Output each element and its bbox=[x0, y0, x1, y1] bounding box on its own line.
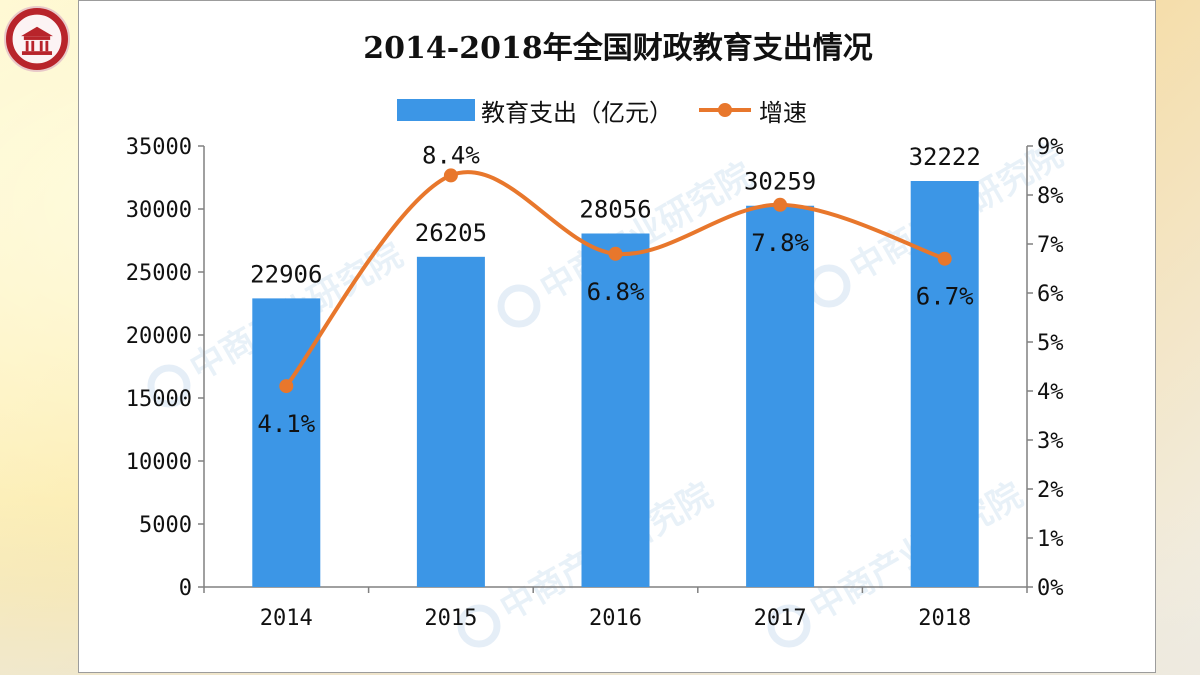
left-tick-label: 10000 bbox=[126, 450, 192, 475]
bar bbox=[746, 205, 815, 587]
growth-value-label: 4.1% bbox=[257, 410, 315, 438]
x-tick-label: 2015 bbox=[424, 606, 477, 631]
watermark-logo-icon bbox=[147, 364, 191, 408]
x-tick-label: 2017 bbox=[754, 606, 807, 631]
growth-point bbox=[279, 379, 294, 394]
legend-item-line: 增速 bbox=[699, 93, 807, 128]
growth-value-label: 6.7% bbox=[916, 283, 974, 311]
bar-value-label: 30259 bbox=[744, 168, 816, 196]
x-tick-label: 2018 bbox=[918, 606, 971, 631]
chart-legend: 教育支出（亿元） 增速 bbox=[397, 93, 833, 127]
growth-point bbox=[443, 168, 458, 183]
growth-point bbox=[773, 197, 788, 212]
watermark-logo-icon bbox=[497, 284, 541, 328]
right-tick-label: 9% bbox=[1037, 135, 1064, 160]
right-tick-label: 7% bbox=[1037, 233, 1064, 258]
x-tick-label: 2014 bbox=[260, 606, 313, 631]
left-tick-label: 30000 bbox=[126, 198, 192, 223]
right-tick-label: 4% bbox=[1037, 380, 1064, 405]
right-tick-label: 2% bbox=[1037, 478, 1064, 503]
x-tick-label: 2016 bbox=[589, 606, 642, 631]
bar bbox=[581, 233, 650, 588]
bar-value-label: 32222 bbox=[909, 143, 981, 171]
right-tick-label: 5% bbox=[1037, 331, 1064, 356]
growth-value-label: 7.8% bbox=[751, 229, 809, 257]
bar bbox=[416, 256, 485, 587]
legend-line-swatch bbox=[699, 99, 751, 121]
legend-bar-label: 教育支出（亿元） bbox=[481, 98, 673, 127]
chart-title: 2014-2018年全国财政教育支出情况 bbox=[363, 31, 873, 66]
bar-value-label: 28056 bbox=[579, 195, 651, 223]
watermark-logo-icon bbox=[457, 604, 501, 648]
growth-point bbox=[937, 251, 952, 266]
chart-frame: 2014-2018年全国财政教育支出情况 教育支出（亿元） 增速 中商产业研究院… bbox=[78, 0, 1156, 673]
right-tick-label: 3% bbox=[1037, 429, 1064, 454]
watermark-logo-icon bbox=[807, 264, 851, 308]
growth-line bbox=[284, 170, 946, 388]
bar-value-label: 22906 bbox=[250, 260, 322, 288]
legend-item-bar: 教育支出（亿元） bbox=[397, 93, 673, 128]
left-tick-label: 35000 bbox=[126, 135, 192, 160]
left-tick-label: 20000 bbox=[126, 324, 192, 349]
bar bbox=[252, 298, 321, 587]
growth-point bbox=[608, 246, 623, 261]
combo-chart: 中商产业研究院中商产业研究院中商产业研究院中商产业研究院中商产业研究院05000… bbox=[126, 135, 1070, 648]
right-tick-label: 8% bbox=[1037, 184, 1064, 209]
growth-value-label: 8.4% bbox=[422, 141, 480, 169]
watermark-logo-icon bbox=[767, 604, 811, 648]
bar bbox=[910, 181, 979, 587]
right-tick-label: 0% bbox=[1037, 576, 1064, 601]
university-seal-icon bbox=[4, 6, 70, 72]
right-tick-label: 1% bbox=[1037, 527, 1064, 552]
left-tick-label: 15000 bbox=[126, 387, 192, 412]
left-tick-label: 0 bbox=[179, 576, 192, 601]
growth-value-label: 6.8% bbox=[587, 278, 645, 306]
left-tick-label: 5000 bbox=[139, 513, 192, 538]
legend-line-label: 增速 bbox=[759, 98, 807, 127]
bar-value-label: 26205 bbox=[415, 219, 487, 247]
legend-bar-swatch bbox=[397, 99, 475, 121]
left-tick-label: 25000 bbox=[126, 261, 192, 286]
right-tick-label: 6% bbox=[1037, 282, 1064, 307]
